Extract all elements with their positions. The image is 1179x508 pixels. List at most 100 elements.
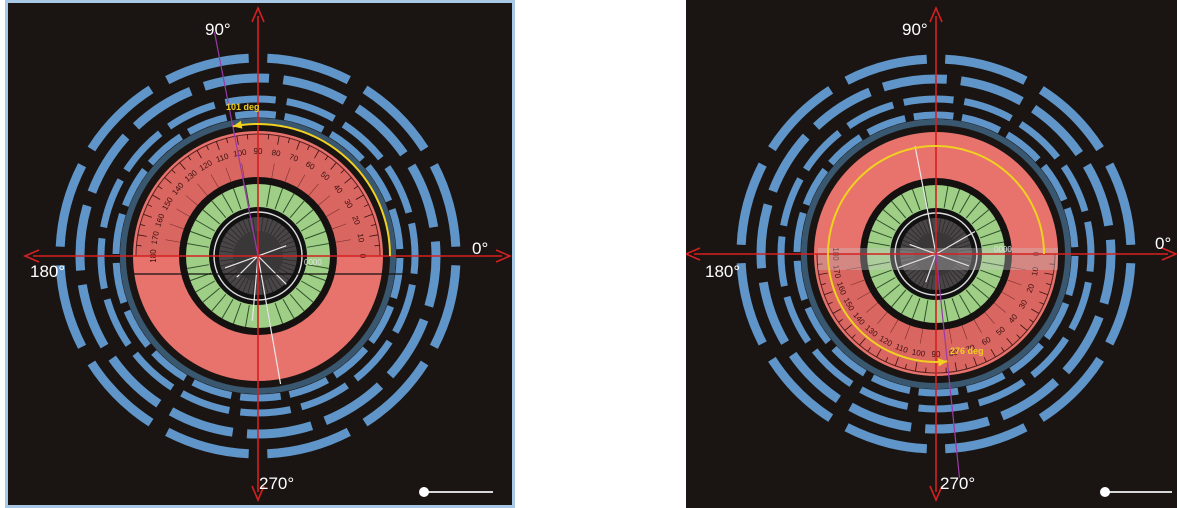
tracker-layer-line — [901, 259, 915, 264]
tracker-layer-line — [280, 265, 295, 272]
arrow-left-icon — [686, 247, 701, 261]
muon-chamber-segment — [944, 54, 1028, 85]
tracker-layer-line — [941, 219, 946, 233]
tracker-layer-line — [220, 245, 234, 250]
muon-chamber-segment — [736, 162, 767, 246]
angle-arc-path — [827, 144, 1045, 363]
angle-arc-path — [232, 122, 391, 257]
muon-chamber-segment — [282, 75, 348, 105]
muon-chamber-segment — [758, 281, 790, 345]
calorimeter-cell-line — [289, 293, 305, 312]
calorimeter-cell-line — [901, 294, 913, 315]
protractor-tick-label: 160 — [835, 281, 848, 297]
particle-track — [257, 245, 287, 257]
muon-chamber-segment — [239, 406, 292, 417]
protractor-gridline — [983, 310, 995, 324]
protractor-tick — [147, 204, 153, 207]
protractor-gridline — [165, 239, 183, 243]
muon-chamber-segment — [392, 283, 416, 334]
muon-chamber-segment — [965, 372, 1006, 393]
muon-chamber-segment — [341, 121, 384, 161]
zoom-slider-handle[interactable] — [419, 487, 429, 497]
muon-chamber-segment — [789, 351, 841, 404]
protractor-gridline — [890, 317, 900, 333]
protractor-tick — [1029, 319, 1034, 323]
tracker-layer-line — [277, 231, 290, 242]
muon-chamber-segment — [844, 54, 928, 85]
tracker-layer-line — [279, 236, 292, 244]
tracker-layer-line — [238, 222, 246, 235]
muon-chamber-segment — [918, 402, 969, 413]
label-180-deg: 180° — [705, 262, 741, 281]
protractor-tick — [206, 145, 209, 151]
tracker-layer-line — [951, 269, 962, 280]
muon-chamber-segment — [55, 265, 87, 349]
reference-band — [818, 248, 1058, 270]
protractor-tick — [1044, 272, 1054, 276]
protractor-gridline — [241, 163, 245, 181]
protractor-tick — [851, 334, 856, 339]
detector-graphic: 1801701601501401301201101009080706050403… — [22, 5, 513, 503]
label-270-deg: 270° — [259, 474, 295, 493]
protractor-tick-label: 170 — [831, 264, 842, 279]
muon-chamber-segment — [977, 378, 1026, 407]
calorimeter-cell-line — [965, 289, 981, 308]
calorimeter-cell-line — [232, 188, 242, 210]
tracker-layer-line — [902, 262, 916, 269]
tracker-layer-line — [282, 258, 297, 262]
angle-pointer-line — [935, 253, 961, 478]
tracker-layer-line — [226, 270, 239, 281]
calorimeter-cell-line — [943, 185, 949, 208]
protractor-gridline — [850, 279, 867, 286]
muon-chamber-segment — [1031, 104, 1083, 157]
protractor-gridline — [948, 326, 953, 344]
muon-chamber-segment — [783, 295, 812, 344]
protractor-gridline — [307, 183, 319, 198]
protractor-tick — [157, 185, 163, 190]
tracker-layer-line — [917, 222, 926, 236]
calorimeter-cell-line — [979, 229, 1002, 239]
muon-chamber-segment — [132, 87, 193, 130]
arrow-up-icon — [929, 5, 943, 23]
zoom-slider[interactable] — [425, 491, 493, 493]
tracker-layer-line — [913, 225, 923, 237]
muon-chamber-segment — [1105, 162, 1136, 246]
protractor-gridline — [284, 167, 291, 184]
protractor-tick — [324, 155, 329, 161]
muon-chamber-segment — [848, 402, 912, 432]
zoom-slider[interactable] — [1104, 491, 1172, 493]
protractor-tick-label: 170 — [150, 230, 161, 245]
tracker-layer-line — [904, 235, 918, 244]
muon-chamber-segment — [408, 222, 419, 275]
muon-chamber-segment — [122, 167, 148, 207]
angle-readout: 101 deg — [226, 102, 260, 112]
muon-chamber-segment — [846, 101, 895, 130]
tracker-layer-line — [951, 228, 962, 239]
tracker-layer-line — [946, 272, 955, 286]
protractor-tick — [824, 291, 833, 296]
tracker-layer-line — [910, 269, 921, 280]
arrow-up-icon — [251, 5, 265, 23]
protractor-tick — [226, 138, 229, 144]
arrow-head-icon — [232, 120, 243, 129]
muon-chamber-segment — [55, 163, 87, 247]
tracker-layer-line — [260, 280, 264, 295]
protractor-tick — [983, 357, 987, 363]
protractor-gridline — [296, 174, 306, 190]
protractor-tick — [1001, 347, 1005, 352]
zoom-slider-handle[interactable] — [1100, 487, 1110, 497]
muon-chamber-segment — [246, 421, 314, 439]
muon-chamber-segment — [180, 390, 231, 414]
tracker-layer-line — [949, 271, 959, 283]
tracker-layer-line — [938, 275, 942, 290]
calorimeter-cell-line — [951, 188, 961, 211]
tracker-layer-line — [247, 280, 252, 294]
protractor-tick — [187, 155, 192, 161]
muon-chamber-segment — [844, 423, 928, 454]
muon-chamber-segment — [167, 101, 216, 130]
muon-chamber-segment — [165, 53, 249, 85]
protractor-gridline — [857, 290, 873, 300]
tracker-layer-line — [956, 239, 970, 246]
protractor-gridline — [877, 310, 889, 324]
protractor-gridline — [316, 195, 331, 207]
